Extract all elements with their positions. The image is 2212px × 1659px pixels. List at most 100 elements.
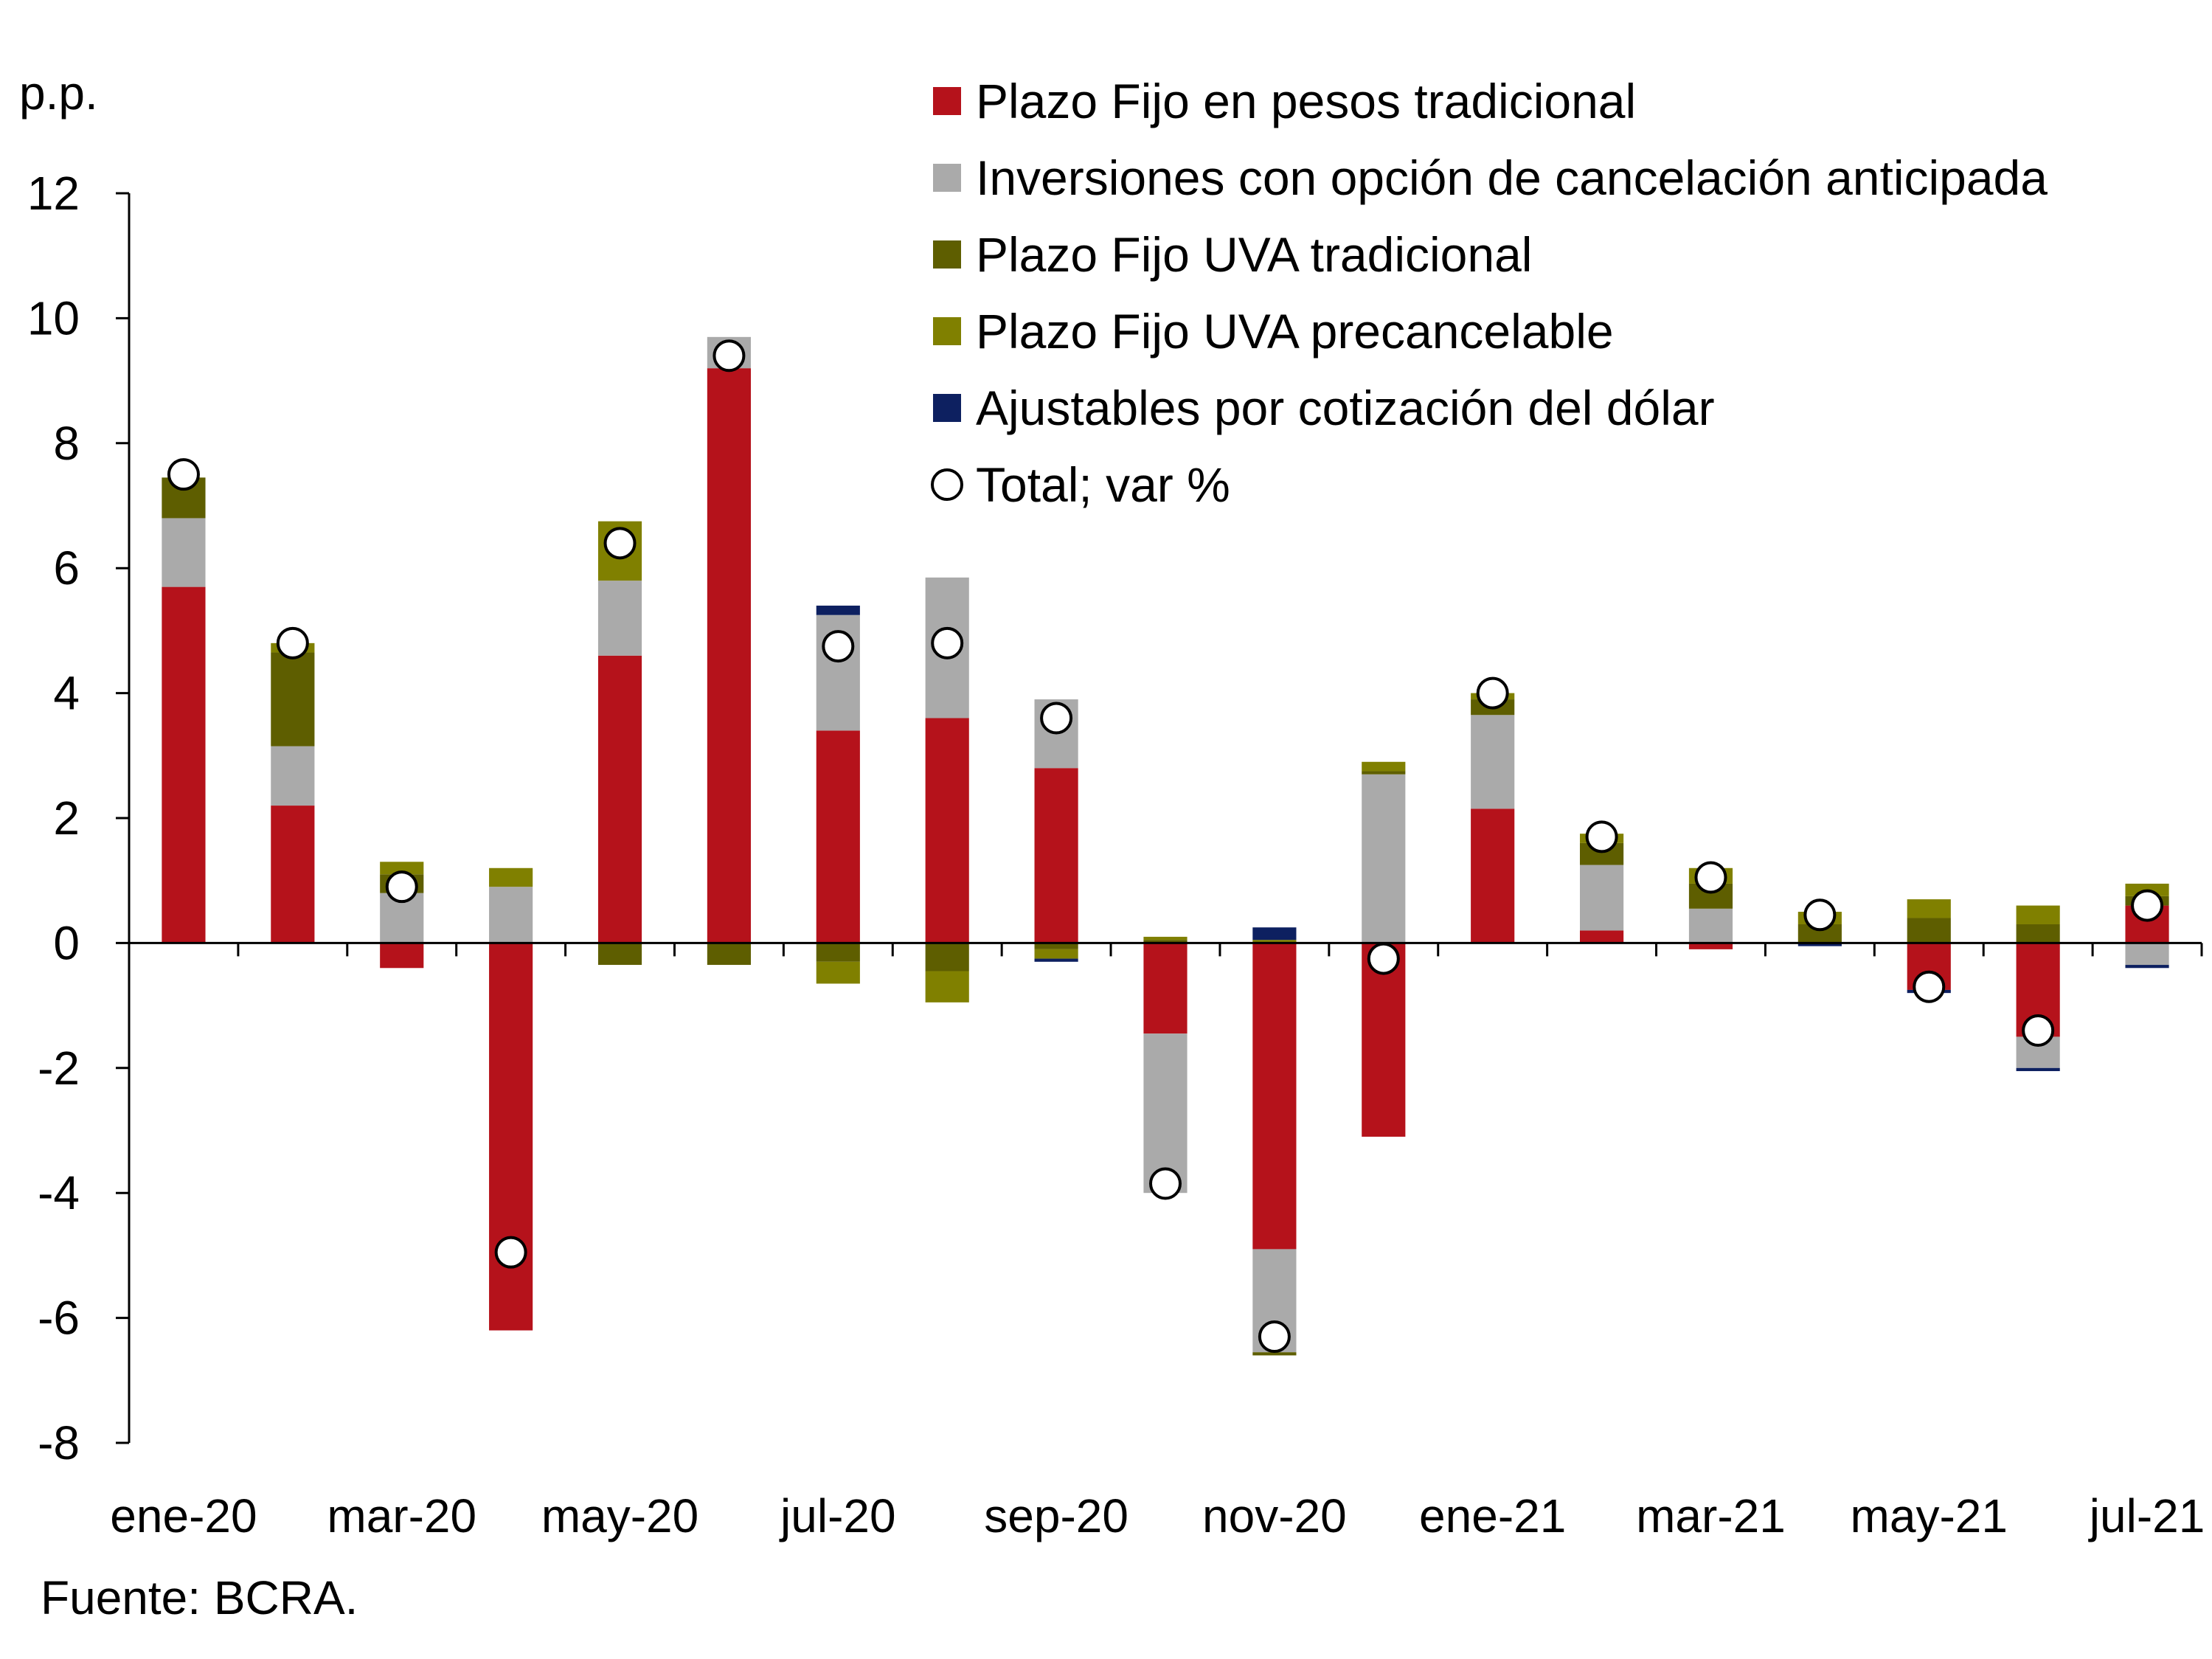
bar-segment: [1034, 949, 1078, 959]
bar-segment: [816, 730, 860, 943]
total-point: [1803, 898, 1837, 932]
bar-segment: [1797, 943, 1842, 946]
y-tick-label: 4: [53, 667, 80, 720]
bar-segment: [707, 368, 751, 943]
legend-total-marker: [931, 468, 963, 501]
x-tick-label: may-21: [1851, 1489, 2008, 1542]
legend-swatch: [933, 240, 961, 269]
bar-segment: [271, 806, 315, 943]
bar-segment: [2016, 905, 2060, 924]
bar-segment: [2016, 924, 2060, 943]
x-tick-label: nov-20: [1202, 1489, 1347, 1542]
bar-segment: [1580, 865, 1624, 931]
total-markers: [167, 339, 2164, 1354]
bar-segment: [597, 581, 642, 656]
bar-segment: [816, 961, 860, 984]
bar-segment: [1580, 930, 1624, 943]
x-tick-label: mar-21: [1636, 1489, 1786, 1542]
x-tick-label: ene-21: [1419, 1489, 1566, 1542]
total-point: [1585, 820, 1618, 853]
y-tick-label: -2: [38, 1042, 80, 1095]
bar-segment: [1034, 958, 1078, 962]
bar-segment: [1252, 940, 1297, 943]
y-tick-label: 0: [53, 916, 80, 969]
bar-segment: [925, 718, 969, 943]
bar-segment: [597, 655, 642, 943]
bar-segment: [489, 943, 533, 1331]
bar-segment: [380, 943, 424, 969]
total-point: [1476, 676, 1509, 710]
legend-label: Plazo Fijo UVA tradicional: [976, 227, 1532, 282]
total-point: [2131, 889, 2164, 922]
legend-label: Plazo Fijo en pesos tradicional: [976, 74, 1636, 128]
total-point: [1149, 1167, 1182, 1200]
total-point: [1040, 702, 1073, 735]
bar-segment: [1907, 918, 1951, 943]
total-point: [1258, 1320, 1291, 1354]
bar-segment: [489, 887, 533, 943]
bar-segment: [2125, 943, 2169, 966]
total-point: [276, 626, 309, 659]
bar-segment: [1362, 774, 1406, 943]
source-note: Fuente: BCRA.: [41, 1571, 358, 1624]
total-point: [1913, 970, 1946, 1003]
y-tick-label: 10: [27, 291, 80, 344]
legend-swatch: [933, 394, 961, 422]
total-point: [822, 630, 855, 663]
bar-segment: [1143, 943, 1188, 1034]
bar-segment: [489, 867, 533, 887]
bar-segment: [162, 518, 206, 587]
bar-segment: [1034, 943, 1078, 949]
total-point: [713, 339, 746, 373]
bar-segment: [271, 746, 315, 806]
legend-swatch: [933, 164, 961, 192]
bar-segment: [1362, 943, 1406, 1137]
x-tick-label: sep-20: [984, 1489, 1128, 1542]
x-tick-label: ene-20: [110, 1489, 257, 1542]
axes: [116, 192, 131, 1444]
y-tick-label: 12: [27, 167, 80, 220]
bar-segment: [1143, 936, 1188, 941]
bar-segment: [925, 971, 969, 1002]
y-tick-label: -8: [38, 1416, 80, 1469]
bar-segment: [1688, 908, 1733, 943]
total-point: [385, 870, 418, 904]
tick-labels: -8 -6 -4 -2 0 2 4 6 8 10 12 ene-20 mar-20 may-20 jul-2…: [27, 167, 2205, 1542]
bar-segment: [1471, 715, 1515, 809]
x-tick-label: may-20: [541, 1489, 698, 1542]
bar-segment: [1252, 927, 1297, 941]
x-tick-label: mar-20: [327, 1489, 476, 1542]
legend-swatch: [933, 317, 961, 345]
total-point: [494, 1236, 527, 1269]
x-tick-label: jul-20: [779, 1489, 896, 1542]
bar-segment: [925, 943, 969, 971]
legend-label: Inversiones con opción de cancelación an…: [976, 150, 2048, 205]
bar-segment: [1143, 1033, 1188, 1194]
y-tick-label: 6: [53, 541, 80, 595]
x-tick-label: jul-21: [2088, 1489, 2205, 1542]
zero-line-layer: [128, 941, 2203, 957]
total-point: [2022, 1014, 2055, 1047]
bar-segment: [2125, 965, 2169, 969]
bar-segment: [597, 943, 642, 966]
bar-segment: [162, 586, 206, 943]
bar-segment: [1252, 1352, 1297, 1356]
y-tick-label: 8: [53, 417, 80, 470]
bar-segment: [1907, 899, 1951, 918]
bar-segment: [1034, 768, 1078, 943]
bar-segment: [1471, 808, 1515, 943]
bar-segment: [816, 943, 860, 962]
bar-segment: [1362, 771, 1406, 775]
total-point: [1694, 861, 1727, 894]
legend-swatch: [933, 87, 961, 115]
legend-label: Ajustables por cotización del dólar: [976, 381, 1715, 435]
total-point: [167, 458, 200, 491]
bar-segment: [1252, 943, 1297, 1250]
bar-segment: [1143, 940, 1188, 943]
total-point: [931, 626, 964, 659]
y-tick-label: -4: [38, 1166, 80, 1219]
bar-segment: [816, 606, 860, 615]
y-tick-label: 2: [53, 792, 80, 845]
legend-label: Total; var %: [976, 457, 1230, 512]
